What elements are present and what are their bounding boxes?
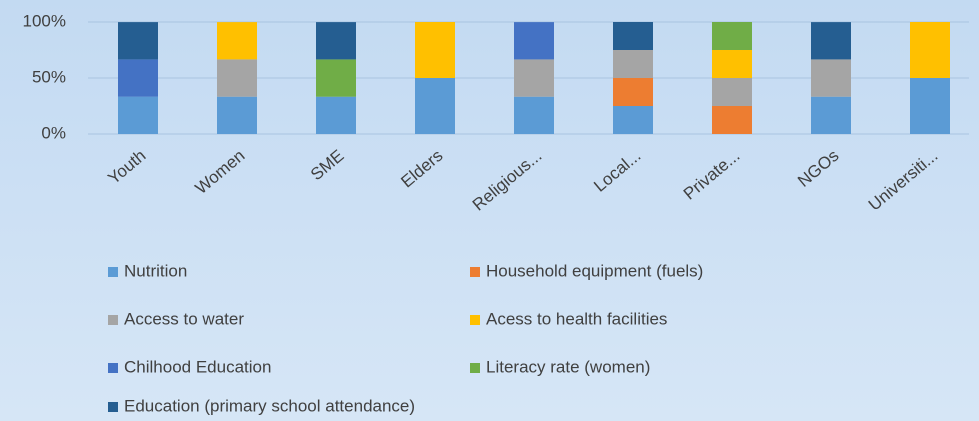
legend-label: Chilhood Education <box>124 357 271 376</box>
bar-segment <box>217 96 257 134</box>
legend-swatch <box>108 402 118 412</box>
bar-segment <box>118 22 158 60</box>
y-tick-label: 0% <box>41 123 66 142</box>
bar-segment <box>316 96 356 134</box>
bar-segment <box>118 59 158 97</box>
bar-segment <box>514 96 554 134</box>
bar-segment <box>811 59 851 97</box>
bar-segment <box>613 78 653 106</box>
bar-segment <box>415 78 455 134</box>
bar-segment <box>613 106 653 134</box>
bar-segment <box>217 22 257 60</box>
bar-segment <box>712 106 752 134</box>
legend-swatch <box>108 267 118 277</box>
bar-segment <box>316 22 356 60</box>
legend-swatch <box>108 363 118 373</box>
bar-segment <box>910 78 950 134</box>
legend-swatch <box>470 315 480 325</box>
legend-swatch <box>108 315 118 325</box>
bar-segment <box>811 22 851 60</box>
bar-segment <box>613 22 653 50</box>
legend-label: Nutrition <box>124 261 187 280</box>
bar-segment <box>118 96 158 134</box>
legend-label: Acess to health facilities <box>486 309 667 328</box>
legend-swatch <box>470 267 480 277</box>
y-tick-label: 50% <box>32 67 66 86</box>
bar-segment <box>712 50 752 78</box>
legend-swatch <box>470 363 480 373</box>
bar-segment <box>217 59 257 97</box>
bar-segment <box>712 78 752 106</box>
bar-segment <box>514 22 554 60</box>
legend-label: Literacy rate (women) <box>486 357 650 376</box>
bar-segment <box>514 59 554 97</box>
bar-segment <box>316 59 356 97</box>
bar-segment <box>910 22 950 78</box>
bar-segment <box>613 50 653 78</box>
y-tick-label: 100% <box>23 11 66 30</box>
bar-segment <box>712 22 752 50</box>
bar-segment <box>811 96 851 134</box>
legend-label: Access to water <box>124 309 244 328</box>
legend-label: Household equipment (fuels) <box>486 261 703 280</box>
bar-segment <box>415 22 455 78</box>
legend-label: Education (primary school attendance) <box>124 396 415 415</box>
